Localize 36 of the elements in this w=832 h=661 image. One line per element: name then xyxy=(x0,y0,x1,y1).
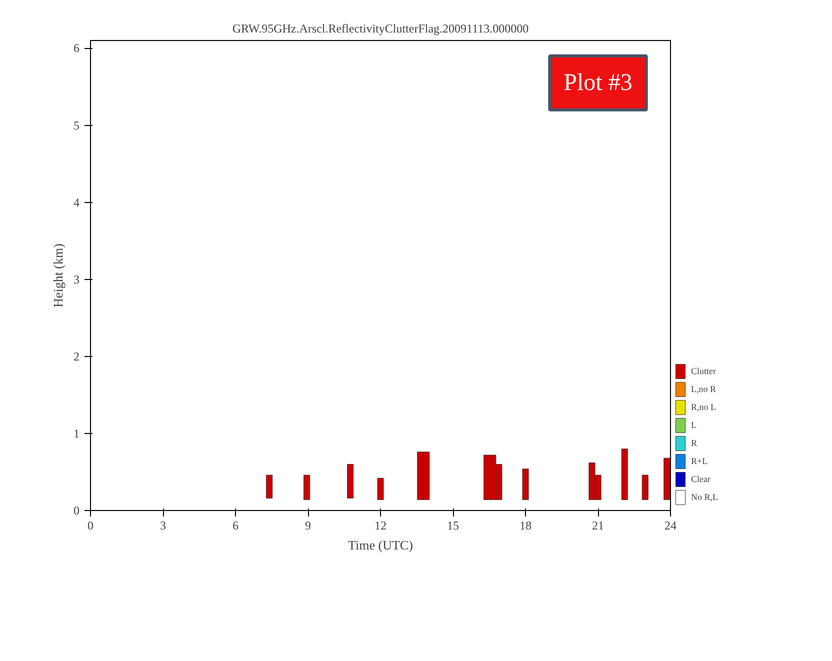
chart-title: GRW.95GHz.Arscl.ReflectivityClutterFlag.20091113.000000 xyxy=(232,22,529,36)
x-tick-label: 21 xyxy=(592,518,604,532)
legend-label: R,no L xyxy=(691,402,716,412)
x-tick-label: 12 xyxy=(374,518,386,532)
y-axis-title: Height (km) xyxy=(50,244,66,308)
legend-label: L,no R xyxy=(691,384,716,394)
bar xyxy=(266,474,273,498)
bar xyxy=(522,468,529,500)
x-axis-title: Time (UTC) xyxy=(348,538,413,552)
x-tick-label: 24 xyxy=(664,518,676,532)
legend-label: L xyxy=(691,420,698,430)
bar xyxy=(621,448,628,500)
y-tick-label: 2 xyxy=(74,349,80,364)
x-tick-label: 3 xyxy=(160,518,166,532)
y-tick-label: 5 xyxy=(74,118,80,132)
bar xyxy=(347,464,354,498)
bar xyxy=(642,474,648,500)
y-tick-label: 4 xyxy=(74,195,80,210)
x-tick-label: 18 xyxy=(520,518,532,532)
x-tick-label: 6 xyxy=(232,518,238,532)
y-tick-label: 0 xyxy=(74,504,80,518)
annotation: Plot #3 xyxy=(564,70,632,96)
legend-label: Clear xyxy=(691,474,711,484)
y-tick-label: 3 xyxy=(74,272,80,286)
y-tick-label: 6 xyxy=(74,41,80,56)
x-tick-label: 15 xyxy=(447,518,459,532)
legend-label: No R,L xyxy=(691,492,718,502)
bar xyxy=(664,458,670,500)
legend-label: R xyxy=(691,438,698,448)
x-tick-label: 9 xyxy=(305,518,311,532)
y-tick-label: 1 xyxy=(74,426,80,440)
bar xyxy=(304,474,310,500)
legend-label: R+L xyxy=(691,456,709,466)
bar xyxy=(377,478,384,500)
x-tick-label: 0 xyxy=(88,518,94,532)
legend-label: Clutter xyxy=(691,366,716,376)
